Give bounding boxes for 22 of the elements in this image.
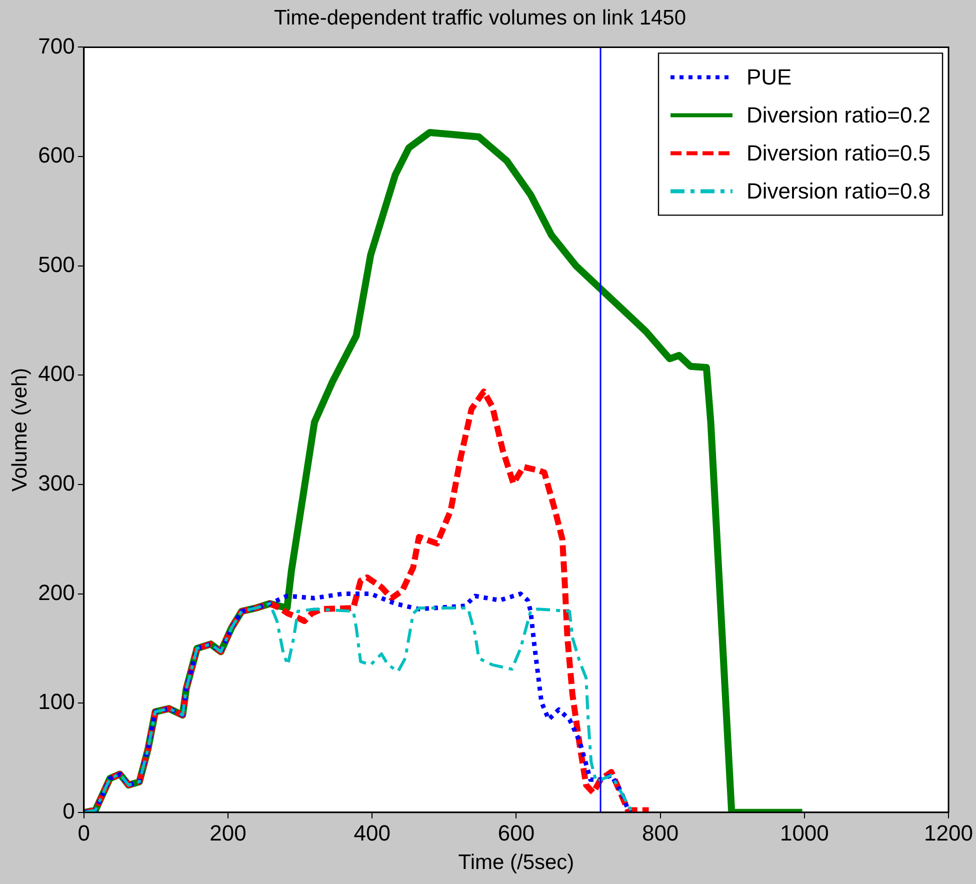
x-tick-label: 600	[498, 820, 535, 846]
x-tick-label: 1000	[780, 820, 829, 846]
x-tick-label: 800	[642, 820, 679, 846]
y-tick-label: 700	[38, 33, 75, 58]
x-tick-label: 400	[354, 820, 390, 846]
legend-label: PUE	[746, 64, 792, 90]
x-tick-label: 1200	[924, 820, 974, 846]
y-tick-label: 400	[38, 361, 75, 386]
x-axis-title: Time (/5sec)	[458, 851, 574, 874]
x-tick-label: 0	[78, 820, 90, 846]
y-tick-label: 100	[38, 689, 75, 714]
legend-label: Diversion ratio=0.8	[746, 178, 931, 204]
y-tick-label: 500	[38, 252, 75, 277]
x-tick-label: 200	[210, 820, 246, 846]
y-tick-label: 600	[38, 142, 75, 168]
y-tick-label: 0	[62, 798, 75, 824]
chart-title: Time-dependent traffic volumes on link 1450	[274, 6, 686, 30]
y-tick-label: 200	[38, 580, 75, 605]
legend-label: Diversion ratio=0.2	[746, 102, 931, 128]
y-tick-label: 300	[38, 470, 75, 496]
legend-label: Diversion ratio=0.5	[746, 140, 931, 166]
y-axis-title: Volume (veh)	[8, 368, 32, 492]
